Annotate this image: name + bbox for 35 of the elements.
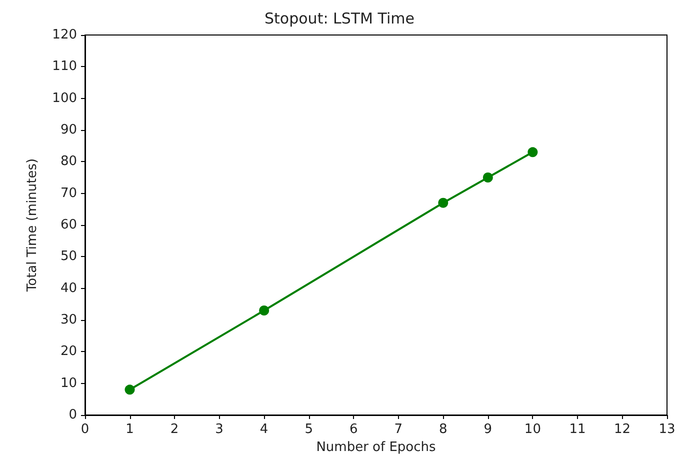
y-tick-label: 110 bbox=[52, 59, 77, 74]
x-tick-label: 13 bbox=[658, 422, 676, 437]
y-tick-label: 80 bbox=[60, 154, 77, 170]
x-tick-label: 7 bbox=[394, 422, 403, 437]
y-axis-title: Total Time (minutes) bbox=[25, 158, 40, 293]
point bbox=[259, 306, 270, 316]
x-tick-label: 6 bbox=[349, 422, 358, 437]
x-tick-label: 11 bbox=[569, 422, 586, 437]
y-tick-label: 120 bbox=[52, 28, 77, 42]
y-tick-label: 60 bbox=[60, 218, 77, 232]
chart-title: Stopout: LSTM Time bbox=[264, 10, 414, 28]
y-tick-label: 70 bbox=[60, 186, 77, 201]
y-tick-label: 50 bbox=[60, 249, 77, 264]
x-tick-label: 9 bbox=[484, 422, 492, 437]
point bbox=[124, 384, 135, 395]
point bbox=[528, 147, 538, 158]
y-tick-label: 90 bbox=[60, 122, 77, 138]
point bbox=[482, 172, 493, 182]
x-tick-label: 4 bbox=[260, 422, 268, 437]
y-tick-label: 30 bbox=[60, 312, 77, 328]
y-tick-label: 20 bbox=[60, 344, 77, 360]
x-tick-label: 8 bbox=[439, 422, 448, 437]
y-tick-label: 100 bbox=[52, 90, 77, 106]
x-tick-label: 5 bbox=[304, 422, 313, 437]
x-axis-title: Number of Epochs bbox=[316, 440, 436, 455]
x-tick-label: 3 bbox=[215, 422, 224, 437]
y-tick-label: 10 bbox=[60, 376, 77, 391]
x-tick-label: 1 bbox=[126, 422, 134, 437]
y-tick-label: 40 bbox=[60, 280, 77, 296]
x-tick-label: 12 bbox=[614, 422, 631, 437]
x-tick-label: 2 bbox=[170, 422, 179, 437]
x-tick-label: 0 bbox=[80, 422, 90, 437]
point bbox=[438, 198, 448, 208]
y-tick-label: 0 bbox=[68, 408, 77, 422]
x-tick-label: 10 bbox=[524, 422, 541, 437]
